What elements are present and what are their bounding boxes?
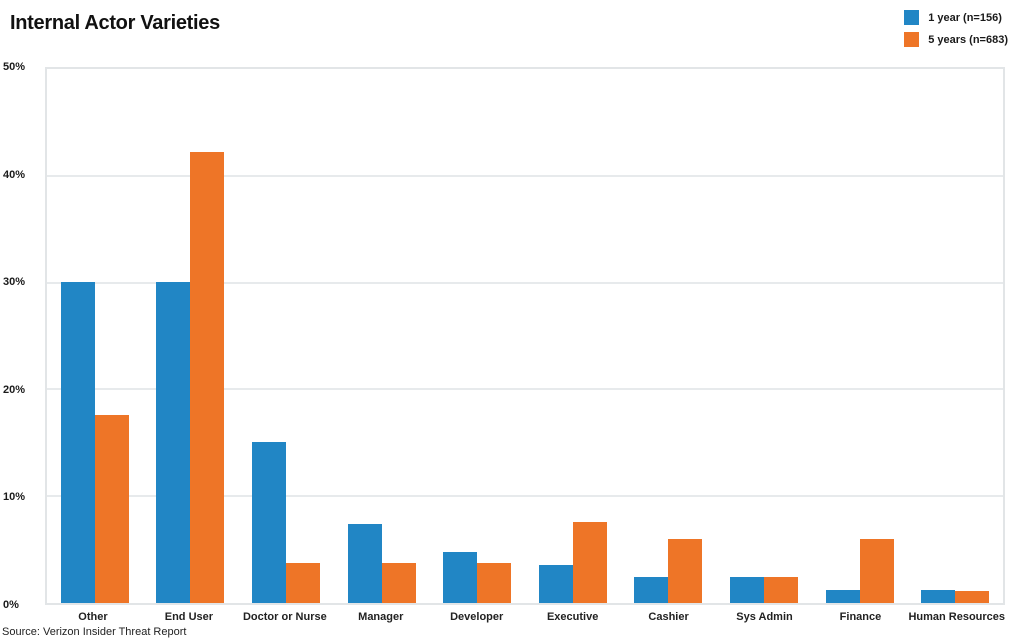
bar-series-2 — [381, 563, 416, 603]
gridline — [47, 495, 1003, 498]
x-category-label: Human Resources — [908, 611, 1006, 623]
x-category-label: Manager — [358, 611, 404, 623]
bar-series-2 — [763, 577, 798, 603]
bar-series-2 — [668, 538, 703, 603]
bar-series-1 — [921, 590, 956, 603]
x-category-label: Developer — [450, 611, 504, 623]
bar-group — [621, 69, 717, 603]
x-category-label: Cashier — [648, 611, 689, 623]
y-tick-label: 50% — [3, 61, 26, 73]
bar-group — [812, 69, 908, 603]
y-tick-label: 40% — [3, 168, 26, 181]
bar-series-2 — [572, 521, 607, 603]
legend-label: 5 years (n=683) — [928, 33, 1008, 46]
bar-group — [334, 69, 430, 603]
bar-series-1 — [729, 577, 764, 603]
bar-series-1 — [634, 577, 669, 603]
bar-series-2 — [955, 591, 990, 603]
chart-title: Internal Actor Varieties — [10, 12, 220, 34]
x-category-label: Other — [78, 611, 108, 623]
bar-series-1 — [60, 281, 95, 603]
bar-group — [47, 69, 143, 603]
legend-item: 5 years (n=683) — [904, 32, 1008, 47]
bar-series-1 — [347, 523, 382, 603]
y-tick-label: 0% — [3, 599, 19, 611]
bar-series-1 — [156, 281, 191, 603]
y-tick-label: 10% — [3, 491, 26, 504]
gridline — [47, 174, 1003, 177]
bar-series-2 — [285, 563, 320, 603]
bar-series-1 — [825, 590, 860, 603]
bar-series-2 — [190, 152, 225, 603]
bar-series-2 — [477, 563, 512, 603]
bar-groups — [47, 69, 1003, 603]
bar-group — [907, 69, 1003, 603]
legend-label: 1 year (n=156) — [928, 11, 1002, 24]
plot-area — [45, 67, 1005, 605]
legend-swatch — [904, 10, 920, 25]
y-tick-label: 30% — [3, 276, 26, 289]
bar-series-1 — [251, 441, 286, 603]
x-axis-labels: Other End User Doctor or Nurse Manager Devel… — [45, 611, 1005, 623]
y-tick-label: 20% — [3, 383, 26, 396]
gridline — [47, 281, 1003, 284]
bar-series-1 — [443, 551, 478, 603]
x-category-label: Doctor or Nurse — [242, 611, 327, 623]
bar-group — [716, 69, 812, 603]
bar-group — [429, 69, 525, 603]
bar-group — [525, 69, 621, 603]
x-category-label: Executive — [546, 611, 599, 623]
legend-item: 1 year (n=156) — [904, 10, 1008, 25]
source-note: Source: Verizon Insider Threat Report — [2, 626, 187, 638]
legend-swatch — [904, 32, 920, 47]
bar-group — [238, 69, 334, 603]
bar-series-1 — [538, 564, 573, 603]
y-axis-labels: 50% 40% 30% 20% 10% 0% — [3, 61, 43, 611]
legend: 1 year (n=156) 5 years (n=683) — [904, 10, 1008, 54]
x-category-label: Finance — [839, 611, 882, 623]
bar-series-2 — [859, 538, 894, 603]
bar-group — [143, 69, 239, 603]
gridline — [47, 388, 1003, 391]
bar-series-2 — [94, 415, 129, 603]
x-category-label: Sys Admin — [736, 611, 793, 623]
x-category-label: End User — [164, 611, 214, 623]
